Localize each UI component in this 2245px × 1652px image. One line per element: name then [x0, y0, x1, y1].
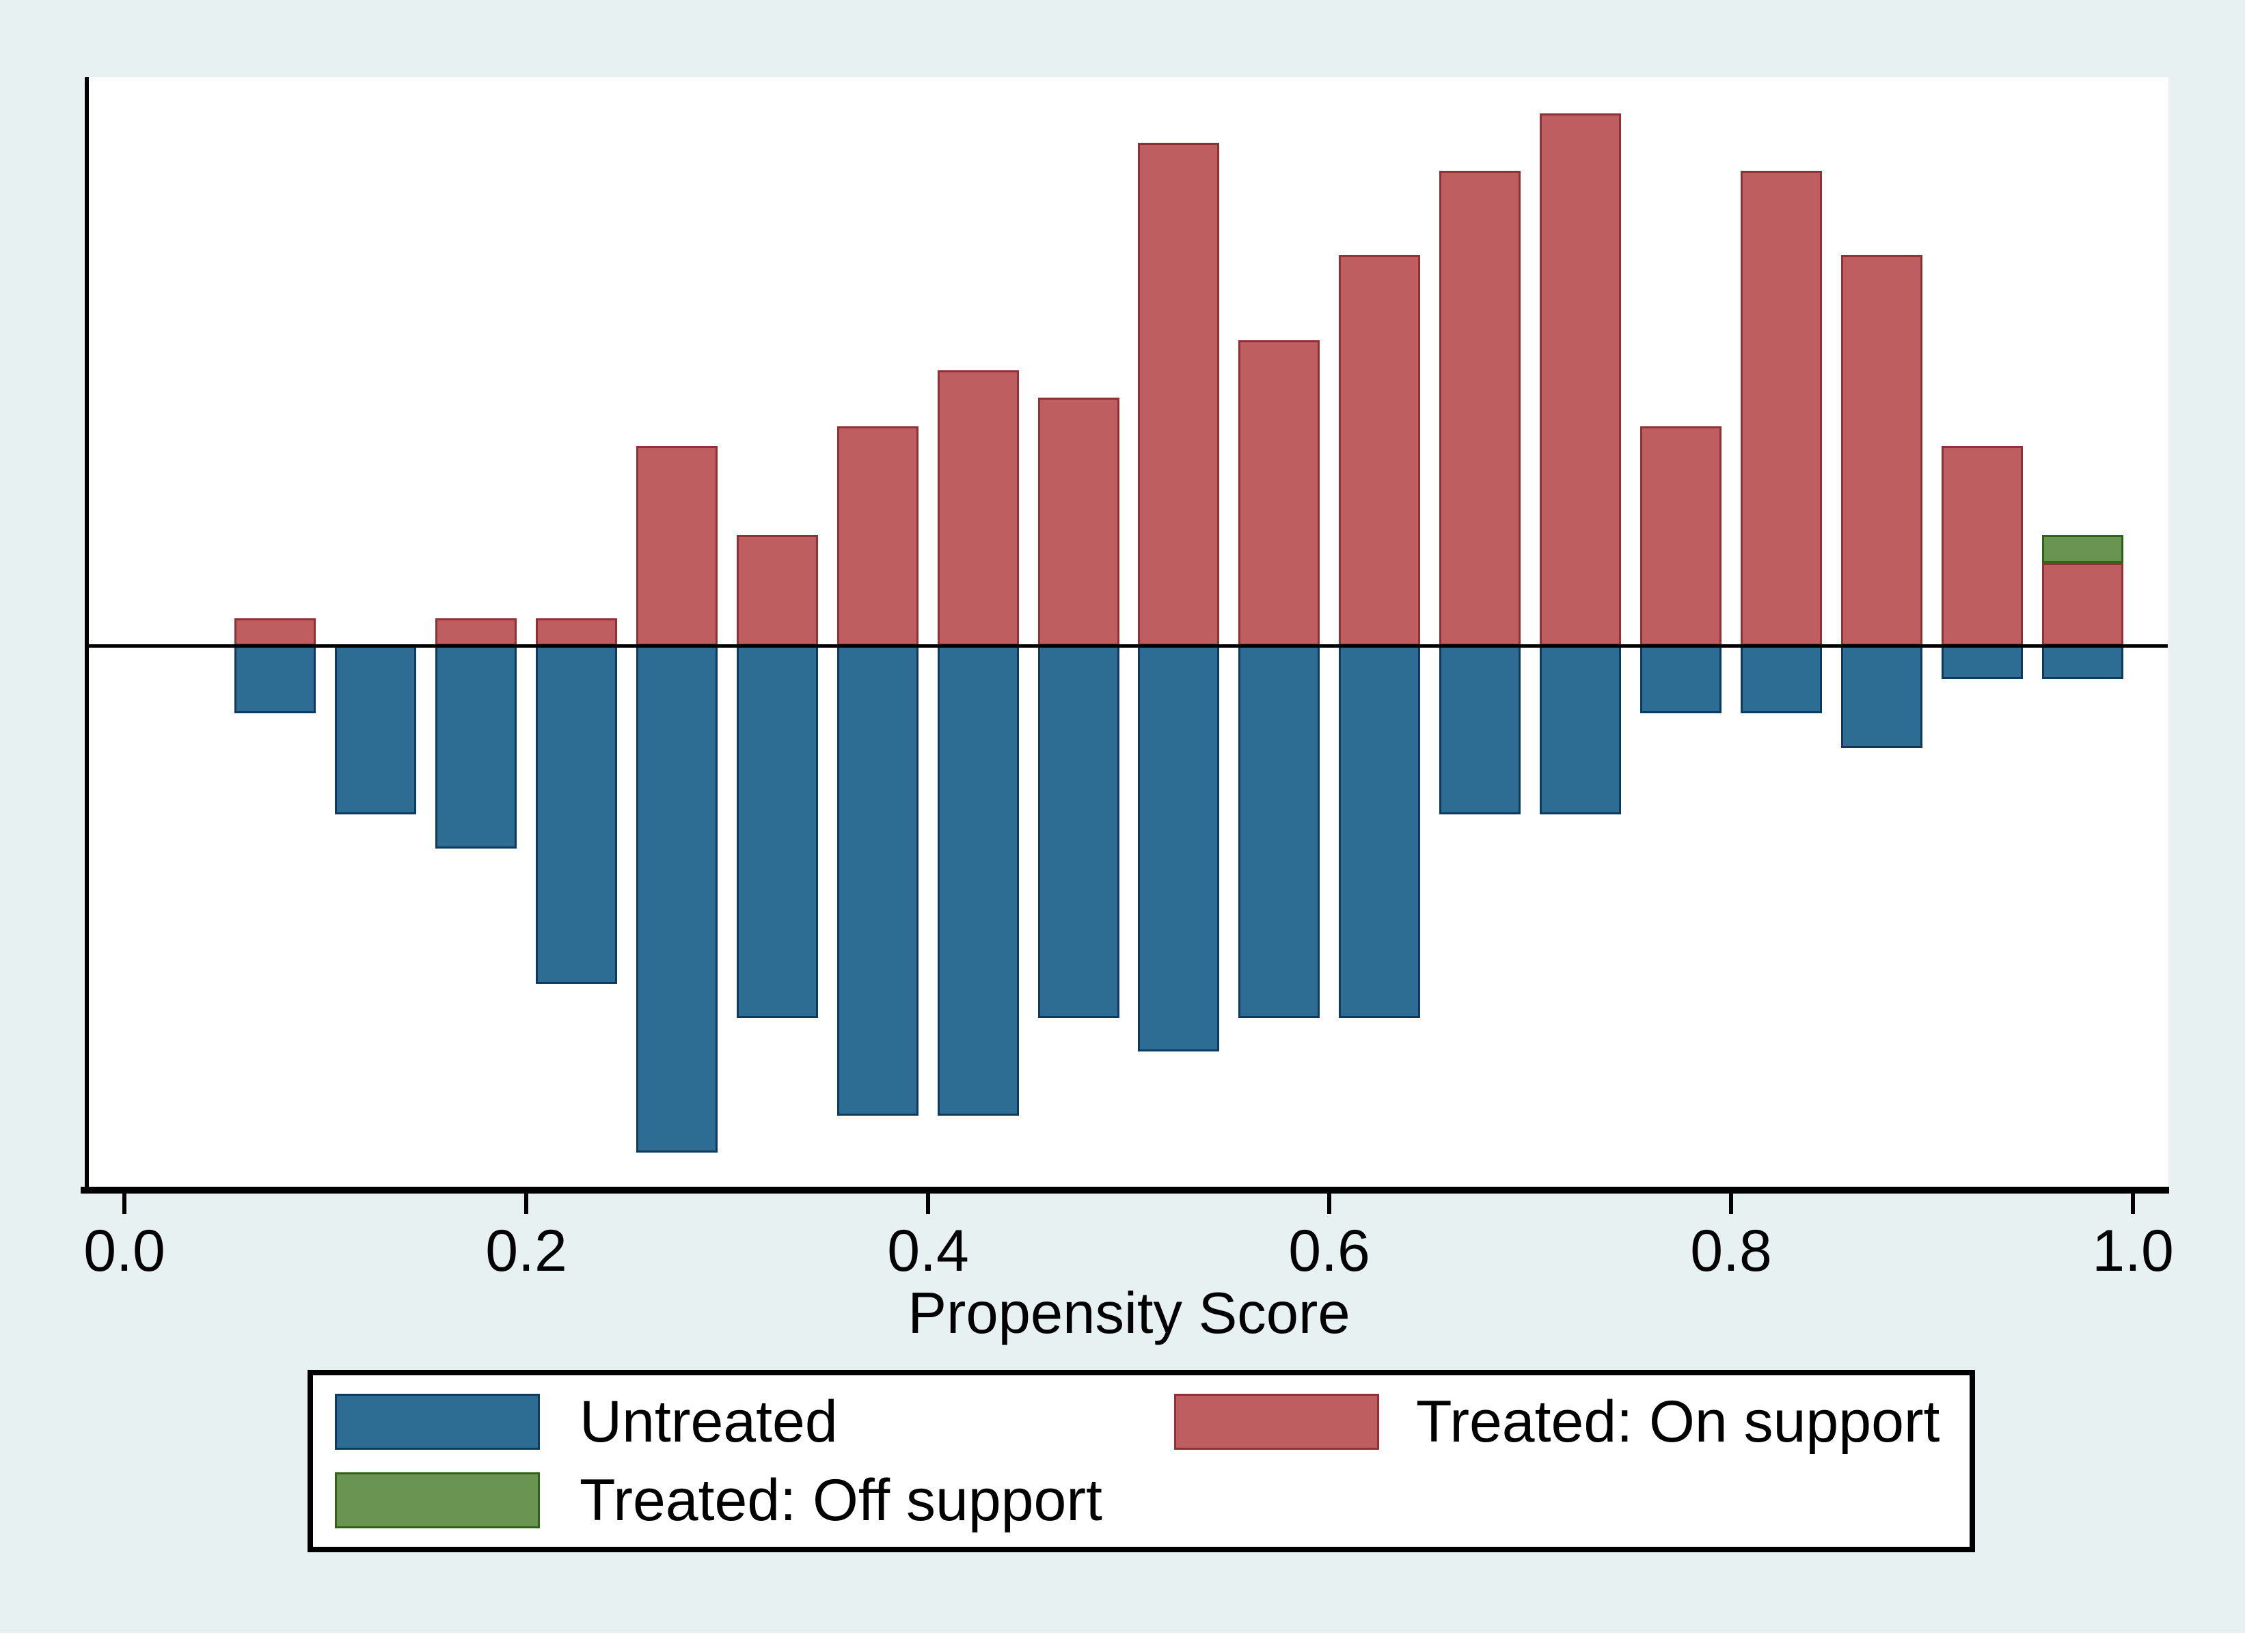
bar-treated-on-support	[1741, 171, 1822, 646]
x-tick-label: 0.0	[83, 1218, 165, 1284]
bar-untreated	[1942, 646, 2023, 679]
bar-treated-on-support	[1439, 171, 1521, 646]
x-tick-mark	[1327, 1194, 1331, 1214]
bar-untreated	[1339, 646, 1420, 1018]
legend-box: Untreated Treated: On support Treated: O…	[308, 1370, 1975, 1552]
bar-treated-on-support	[837, 426, 919, 646]
bar-untreated	[1138, 646, 1219, 1051]
bar-treated-off-support	[2042, 535, 2123, 563]
legend-swatch-treated-on-support	[1174, 1394, 1379, 1450]
legend-swatch-untreated	[335, 1394, 540, 1450]
bar-untreated	[636, 646, 718, 1153]
bar-treated-on-support	[1540, 113, 1621, 646]
bar-untreated	[938, 646, 1019, 1116]
x-axis-line	[81, 1187, 2169, 1194]
x-tick-label: 0.6	[1288, 1218, 1370, 1284]
bar-treated-on-support	[1841, 255, 1922, 646]
bar-treated-on-support	[737, 535, 818, 646]
x-tick-label: 0.8	[1690, 1218, 1772, 1284]
legend-swatch-treated-off-support	[335, 1472, 540, 1528]
x-tick-mark	[122, 1194, 126, 1214]
x-tick-label: 0.2	[485, 1218, 567, 1284]
bar-untreated	[234, 646, 316, 713]
bar-treated-on-support	[1640, 426, 1722, 646]
legend-label-treated-on-support: Treated: On support	[1416, 1388, 1940, 1455]
y-axis-line	[85, 77, 89, 1194]
bar-untreated	[1038, 646, 1119, 1018]
x-tick-mark	[2131, 1194, 2135, 1214]
bar-treated-on-support	[2042, 563, 2123, 646]
bar-untreated	[1640, 646, 1722, 713]
bar-treated-on-support	[435, 618, 517, 646]
bar-untreated	[1741, 646, 1822, 713]
bar-untreated	[1841, 646, 1922, 748]
x-axis-title: Propensity Score	[908, 1281, 1350, 1346]
bar-untreated	[536, 646, 617, 984]
bar-treated-on-support	[938, 370, 1019, 646]
x-tick-mark	[524, 1194, 528, 1214]
bar-treated-on-support	[1238, 340, 1320, 646]
bar-treated-on-support	[636, 446, 718, 646]
bar-treated-on-support	[536, 618, 617, 646]
zero-axis-line	[87, 644, 2168, 648]
bottom-margin	[0, 1633, 2245, 1652]
bar-treated-on-support	[1942, 446, 2023, 646]
bar-untreated	[1238, 646, 1320, 1018]
bar-untreated	[335, 646, 416, 814]
legend-label-treated-off-support: Treated: Off support	[580, 1467, 1102, 1533]
bar-treated-on-support	[1339, 255, 1420, 646]
bar-treated-on-support	[234, 618, 316, 646]
x-tick-label: 1.0	[2092, 1218, 2174, 1284]
bar-treated-on-support	[1038, 398, 1119, 646]
bar-untreated	[1540, 646, 1621, 814]
bar-untreated	[737, 646, 818, 1018]
bar-untreated	[837, 646, 919, 1116]
bar-untreated	[1439, 646, 1521, 814]
bar-treated-on-support	[1138, 143, 1219, 646]
bar-untreated	[2042, 646, 2123, 679]
x-tick-mark	[1729, 1194, 1733, 1214]
x-tick-mark	[926, 1194, 930, 1214]
legend-label-untreated: Untreated	[580, 1388, 838, 1455]
x-tick-label: 0.4	[887, 1218, 969, 1284]
bar-untreated	[435, 646, 517, 849]
